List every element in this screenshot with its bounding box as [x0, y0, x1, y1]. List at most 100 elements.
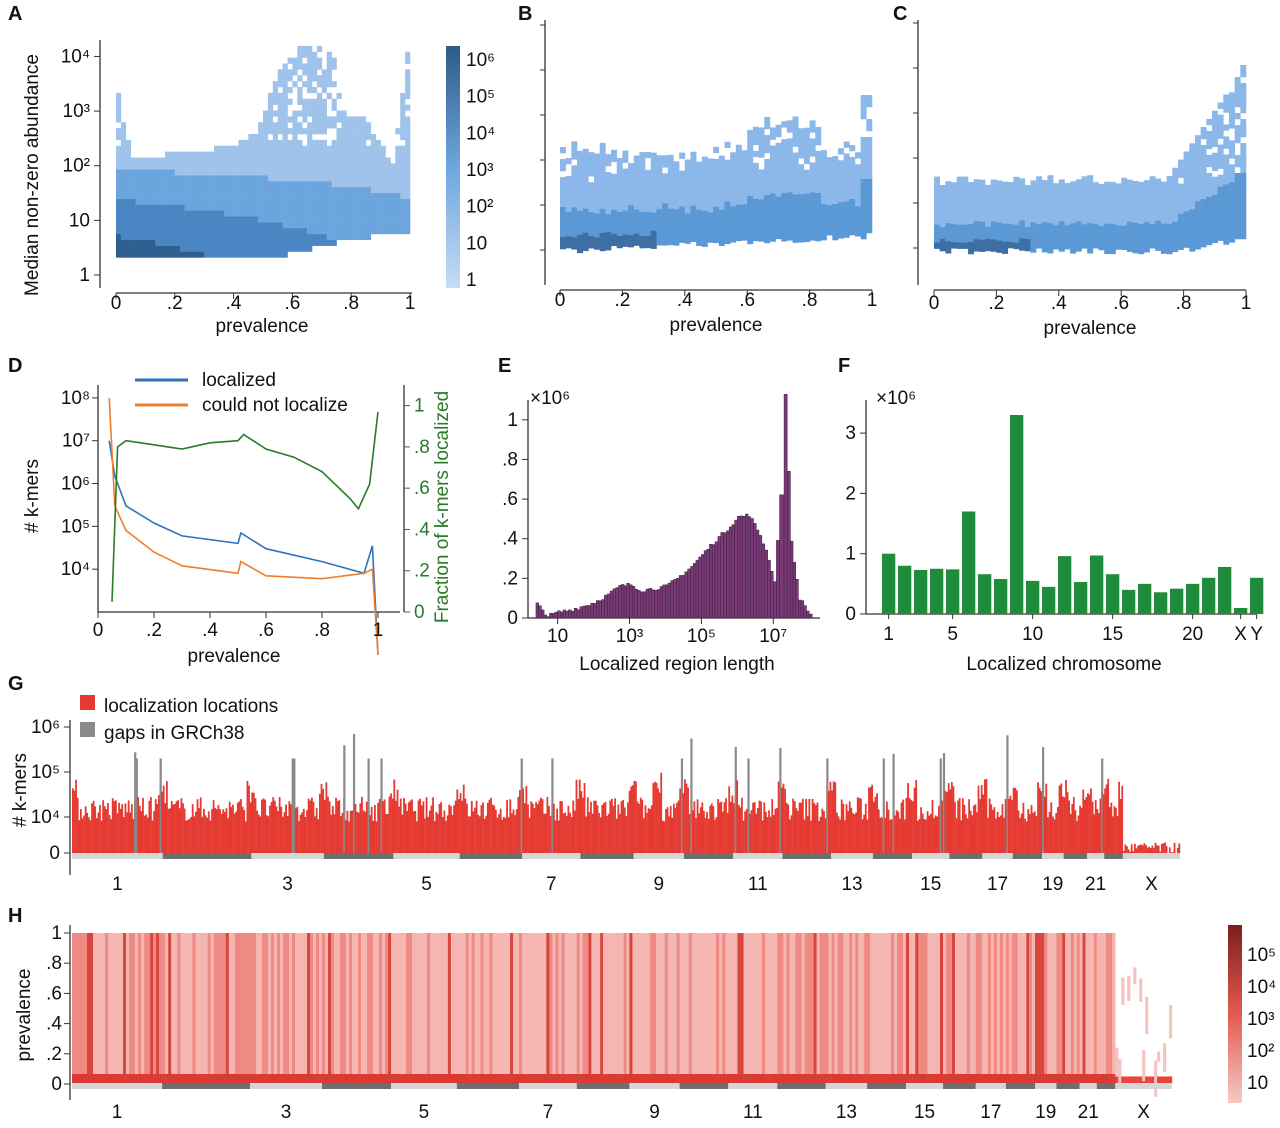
panel-h-cell	[510, 933, 514, 1074]
heatmap-cell	[990, 209, 997, 216]
heatmap-cell	[1228, 170, 1235, 177]
heatmap-cell	[792, 152, 799, 159]
panel-a-cell	[331, 198, 337, 205]
panel-g-localization-bar	[559, 801, 562, 853]
heatmap-cell	[849, 198, 856, 206]
heatmap-cell	[735, 234, 742, 242]
heatmap-cell	[713, 206, 720, 214]
panel-h-cell	[658, 933, 663, 1074]
panel-g-localization-bar	[399, 798, 402, 853]
panel-h-colorbar-tick-label: 10²	[1247, 1041, 1274, 1062]
heatmap-cell	[707, 236, 714, 243]
panel-h-cell	[1096, 1074, 1101, 1084]
panel-h-cell	[144, 1074, 148, 1084]
panel-h-cell	[1059, 1074, 1063, 1084]
panel-a-cell	[331, 145, 337, 152]
panel-a-cell	[297, 204, 303, 211]
heatmap-cell	[1189, 233, 1196, 240]
panel-g-localization-bar	[907, 783, 909, 853]
panel-d-x-tick-label: 1	[373, 620, 384, 641]
heatmap-cell	[1081, 194, 1088, 201]
panel-h-cell	[516, 933, 520, 1074]
panel-a-cell	[316, 233, 323, 241]
heatmap-cell	[786, 144, 793, 151]
panel-a-cell	[307, 163, 313, 170]
panel-a-cell	[130, 192, 136, 199]
panel-f-bar-chr-2	[898, 565, 912, 614]
panel-h-cell	[1062, 933, 1066, 1074]
heatmap-cell	[724, 189, 731, 197]
panel-h-cell	[1065, 933, 1069, 1074]
panel-a-cell	[287, 175, 293, 182]
panel-a-cell	[302, 157, 308, 164]
heatmap-cell	[662, 185, 669, 192]
panel-g-localization-bar	[772, 814, 775, 853]
heatmap-cell	[707, 188, 714, 195]
panel-a-cell	[307, 169, 313, 176]
panel-h-cell	[1102, 933, 1107, 1074]
panel-a-cell	[282, 228, 288, 235]
panel-g-chromosome-band	[72, 853, 163, 859]
heatmap-cell	[798, 224, 805, 231]
panel-a-cell	[194, 175, 200, 182]
panel-g-localization-bar	[758, 800, 761, 853]
panel-a-cell	[307, 122, 313, 129]
panel-a-cell	[380, 163, 386, 170]
panel-g-gap-bar	[291, 758, 294, 853]
panel-a-cells	[116, 45, 411, 258]
panel-h-cell	[1073, 933, 1077, 1074]
heatmap-cell	[628, 187, 635, 194]
heatmap-cell	[820, 204, 827, 211]
panel-a-cell	[312, 233, 318, 241]
panel-h-cell	[537, 933, 541, 1074]
panel-g-localization-bar	[874, 796, 877, 853]
heatmap-cell	[713, 164, 720, 172]
heatmap-cell	[973, 239, 980, 246]
panel-h-cell	[265, 933, 269, 1074]
panel-g-localization-bar	[296, 806, 299, 853]
heatmap-cell	[645, 205, 652, 213]
heatmap-cell	[1058, 209, 1065, 216]
panel-a-cell	[385, 192, 391, 199]
heatmap-cell	[611, 203, 618, 211]
panel-g-localization-bar	[536, 804, 539, 853]
panel-d-x-label: prevalence	[188, 646, 281, 667]
panel-a-cell	[282, 210, 288, 217]
panel-a-cell	[405, 216, 411, 223]
panel-h-colorbar-tick-label: 10³	[1247, 1009, 1274, 1030]
panel-a-y-tick-label: 10²	[63, 156, 90, 177]
heatmap-cell	[628, 163, 635, 170]
panel-a-cell	[169, 186, 176, 194]
heatmap-cell	[1024, 214, 1031, 222]
panel-h-cell	[543, 933, 547, 1074]
panel-a-cell	[116, 192, 122, 199]
panel-g-localization-bar	[186, 819, 189, 853]
heatmap-cell	[673, 173, 680, 180]
panel-a-cell	[321, 157, 327, 164]
panel-a-cell	[135, 157, 141, 164]
panel-a-cell	[356, 116, 362, 123]
panel-h-cell	[237, 1074, 242, 1084]
panel-a-cell	[297, 63, 303, 70]
heatmap-cell	[1206, 220, 1213, 228]
panel-h-cell	[210, 933, 214, 1074]
heatmap-cell	[809, 138, 816, 145]
panel-a-cell	[351, 151, 357, 158]
panel-a-cell	[312, 122, 318, 129]
panel-g-localization-bar	[1071, 803, 1074, 853]
panel-h-cell	[135, 1074, 139, 1084]
heatmap-cell	[667, 208, 674, 216]
panel-a-cell	[405, 122, 411, 129]
panel-a-cell	[155, 204, 161, 211]
heatmap-cell	[696, 167, 703, 174]
panel-a-cell	[341, 186, 347, 194]
heatmap-cell	[854, 176, 861, 183]
panel-a-cell	[395, 192, 401, 199]
heatmap-cell	[735, 192, 742, 200]
panel-h-cell	[999, 933, 1004, 1074]
panel-g-localization-bar	[369, 815, 371, 853]
heatmap-cell	[1194, 225, 1201, 232]
panel-h-cell	[777, 1074, 781, 1084]
panel-g-localization-bar	[813, 803, 816, 853]
heatmap-cell	[939, 202, 946, 210]
